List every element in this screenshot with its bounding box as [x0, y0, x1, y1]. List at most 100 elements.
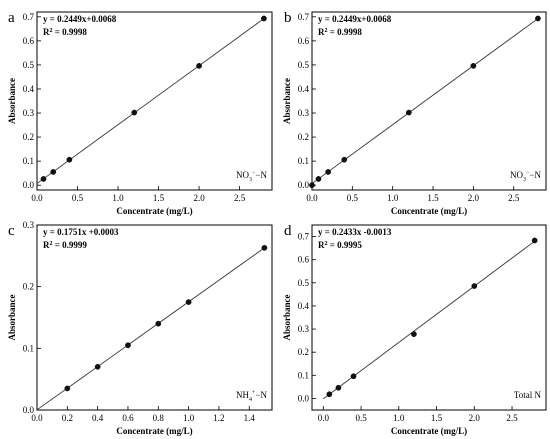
y-tick-label: 0.6 — [298, 36, 310, 46]
y-axis-label: Absorbance — [282, 78, 292, 124]
y-tick-label: 0.4 — [23, 84, 35, 94]
x-tick-label: 0.2 — [62, 413, 73, 423]
y-tick-label: 0.5 — [23, 60, 35, 70]
y-tick-label: 0.2 — [23, 282, 34, 292]
y-tick-label: 0.2 — [23, 132, 34, 142]
x-tick-label: 0.5 — [72, 193, 84, 203]
fit-equation: y = 0.2449x+0.0068 — [318, 14, 392, 24]
r-squared-symbol: R — [318, 27, 325, 37]
x-tick-label: 0.0 — [31, 193, 43, 203]
r-squared: R2 = 0.9995 — [318, 240, 362, 250]
x-tick-label: 1.0 — [112, 193, 124, 203]
data-point — [50, 169, 57, 175]
y-tick-label: 0.0 — [23, 405, 35, 415]
fit-equation: y = 0.2433x -0.0013 — [318, 227, 392, 237]
r-squared-value: = 0.9999 — [53, 240, 88, 250]
x-tick-label: 0.6 — [122, 413, 134, 423]
species-tail: −N — [529, 170, 541, 180]
r-squared: R2 = 0.9998 — [318, 27, 362, 37]
plot-frame — [36, 224, 273, 411]
y-tick-label: 0.5 — [298, 278, 310, 288]
data-point — [185, 299, 192, 305]
y-tick-label: 0.0 — [298, 393, 310, 403]
y-tick-label: 0.7 — [298, 232, 310, 242]
data-point — [350, 373, 357, 380]
panel-label: d — [284, 223, 292, 239]
x-tick-label: 1.5 — [427, 193, 439, 203]
y-tick-label: 0.3 — [298, 324, 310, 334]
panel-label: a — [8, 10, 15, 26]
r-squared-exponent: 2 — [50, 241, 53, 247]
x-tick-label: 2.0 — [469, 413, 481, 423]
panel-label: b — [284, 10, 292, 26]
species-label: Total N — [514, 390, 542, 400]
fit-line — [323, 239, 537, 400]
species-main: Total N — [514, 390, 542, 400]
plot-frame — [311, 11, 547, 191]
data-point — [309, 182, 315, 189]
species-subscript: 4 — [249, 397, 252, 403]
x-tick-label: 1.0 — [393, 413, 405, 423]
data-point — [471, 283, 478, 289]
panel-c: c 0.0 0.2 0.4 0.6 0.8 1.0 1.2 1.4 0.0 0.1 0.2 0.3 Con… — [7, 220, 273, 436]
x-tick-label: 0.5 — [355, 413, 367, 423]
x-tick-label: 2.5 — [234, 193, 246, 203]
y-tick-label: 0.4 — [298, 301, 310, 311]
y-tick-label: 0.3 — [23, 220, 35, 230]
species-superscript: − — [526, 170, 530, 176]
x-axis-label: Concentrate (mg/L) — [391, 426, 467, 436]
y-tick-label: 0.1 — [23, 343, 34, 353]
data-point — [64, 385, 71, 392]
y-tick-label: 0.6 — [23, 36, 35, 46]
data-point — [94, 363, 101, 370]
y-tick-label: 0.3 — [298, 108, 310, 118]
x-tick-label: 1.0 — [387, 193, 399, 203]
x-tick-label: 1.4 — [244, 413, 256, 423]
x-tick-label: 0.0 — [306, 193, 318, 203]
r-squared-value: = 0.9995 — [328, 240, 363, 250]
data-point — [535, 15, 541, 22]
r-squared-exponent: 2 — [50, 28, 53, 34]
r-squared-exponent: 2 — [325, 241, 328, 247]
data-point — [261, 15, 267, 22]
species-main: NO — [236, 170, 249, 180]
x-tick-label: 0.0 — [318, 413, 330, 423]
data-point — [405, 109, 412, 116]
r-squared-symbol: R — [43, 240, 50, 250]
y-axis-label: Absorbance — [7, 78, 17, 124]
fit-line — [36, 17, 266, 184]
data-point — [261, 244, 268, 251]
y-tick-label: 0.1 — [298, 370, 309, 380]
y-tick-label: 0.7 — [23, 12, 35, 22]
y-tick-label: 0.3 — [23, 108, 35, 118]
x-tick-label: 1.5 — [431, 413, 443, 423]
data-point — [470, 63, 477, 69]
fit-equation: y = 0.1751x +0.0003 — [43, 227, 119, 237]
y-axis-label: Absorbance — [7, 294, 17, 340]
y-tick-label: 0.4 — [298, 84, 310, 94]
data-point — [315, 176, 322, 182]
species-superscript: − — [252, 170, 256, 176]
y-tick-label: 0.2 — [298, 132, 309, 142]
data-point — [326, 391, 333, 398]
y-tick-label: 0.1 — [298, 156, 309, 166]
r-squared-exponent: 2 — [325, 28, 328, 34]
x-axis-label: Concentrate (mg/L) — [116, 426, 192, 436]
x-tick-label: 2.5 — [506, 413, 518, 423]
x-tick-label: 1.5 — [153, 193, 165, 203]
data-point — [531, 237, 538, 244]
species-main: NO — [510, 170, 523, 180]
r-squared-symbol: R — [318, 240, 325, 250]
species-subscript: 3 — [523, 177, 526, 183]
y-tick-label: 0.5 — [298, 60, 310, 70]
r-squared: R2 = 0.9999 — [43, 240, 87, 250]
r-squared: R2 = 0.9998 — [43, 27, 87, 37]
fit-equation: y = 0.2449x+0.0068 — [43, 14, 117, 24]
y-axis-label: Absorbance — [282, 294, 292, 340]
x-tick-label: 0.4 — [92, 413, 104, 423]
y-tick-label: 0.0 — [298, 180, 310, 190]
plot-frame — [36, 11, 273, 191]
y-tick-label: 0.6 — [298, 255, 310, 265]
y-tick-label: 0.2 — [298, 347, 309, 357]
panel-label: c — [8, 223, 15, 239]
